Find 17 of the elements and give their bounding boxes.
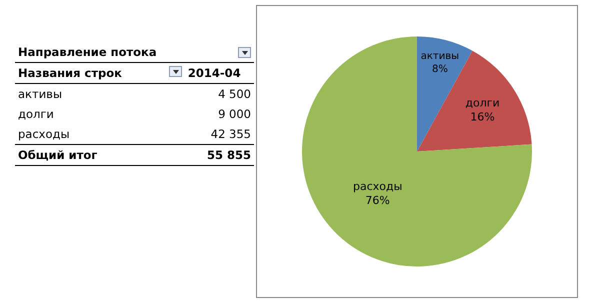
data-label: 16%	[470, 110, 495, 124]
text: 4 500	[217, 86, 252, 103]
text: 2014-04	[184, 62, 254, 84]
data-label: 8%	[432, 64, 448, 76]
slice-label: активы	[420, 50, 460, 62]
text: Направление потока	[15, 42, 185, 62]
slice-label: расходы	[352, 180, 402, 193]
data-label: 76%	[365, 194, 390, 208]
text: 9 000	[217, 106, 252, 123]
text: Общий итог	[15, 144, 185, 166]
text: 55 855	[206, 148, 251, 162]
category-label: активы	[18, 87, 62, 101]
slice-label: долги	[465, 96, 500, 110]
text: 42 355	[210, 126, 252, 143]
text: Названия строк	[15, 62, 185, 84]
category-label: расходы	[18, 127, 70, 141]
category-label: долги	[18, 107, 54, 121]
